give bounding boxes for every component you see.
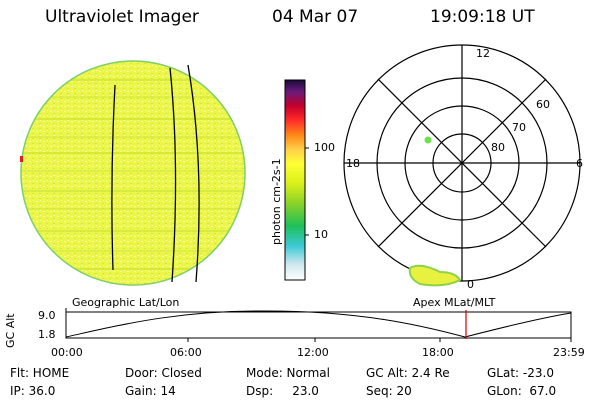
app-title: Ultraviolet Imager <box>45 7 199 27</box>
meridian-line <box>187 64 200 283</box>
colorbar-tick-100: 100 <box>314 141 335 154</box>
polar-label-top: 12 <box>476 47 490 60</box>
polar-plot <box>343 44 581 282</box>
x-tick-1200: 12:00 <box>297 346 329 359</box>
glon-info: GLon: 67.0 <box>487 384 557 398</box>
altitude-timeline <box>65 308 572 342</box>
ip-info: IP: 36.0 <box>10 384 56 398</box>
x-tick-1800: 18:00 <box>422 346 454 359</box>
door-info: Door: Closed <box>125 366 202 380</box>
gc-alt-axis-title: GC Alt <box>4 313 17 348</box>
polar-label-right: 6 <box>576 157 583 170</box>
polar-ring-70: 70 <box>512 121 526 134</box>
x-tick-2359: 23:59 <box>553 346 585 359</box>
polar-ring-80: 80 <box>491 141 505 154</box>
image-scan-stripes <box>21 79 245 270</box>
polar-label-bottom: 0 <box>467 278 474 291</box>
y-max-label: 9.0 <box>38 309 56 322</box>
colorbar-label: photon cm-2s-1 <box>270 158 283 245</box>
edge-marker <box>20 156 23 162</box>
gain-info: Gain: 14 <box>125 384 176 398</box>
dsp-info: Dsp: 23.0 <box>246 384 319 398</box>
meridian-line <box>169 67 177 283</box>
mode-info: Mode: Normal <box>246 366 330 380</box>
colorbar-tick-10: 10 <box>314 228 328 241</box>
polar-ring-60: 60 <box>536 98 550 111</box>
gc-alt-info: GC Alt: 2.4 Re <box>366 366 450 380</box>
colorbar <box>284 79 309 281</box>
time-label: 19:09:18 UT <box>430 7 535 27</box>
y-min-label: 1.8 <box>38 328 56 341</box>
geographic-label: Geographic Lat/Lon <box>72 296 180 309</box>
meridian-line <box>111 84 116 271</box>
x-tick-0600: 06:00 <box>170 346 202 359</box>
polar-label-left: 18 <box>346 157 360 170</box>
flt-info: Flt: HOME <box>10 366 70 380</box>
date-label: 04 Mar 07 <box>272 7 359 27</box>
seq-info: Seq: 20 <box>366 384 412 398</box>
aurora-spot <box>424 136 432 144</box>
glat-info: GLat: -23.0 <box>487 366 554 380</box>
x-tick-0000: 00:00 <box>51 346 83 359</box>
uv-earth-image <box>20 60 246 286</box>
aurora-patch <box>408 264 462 287</box>
apex-label: Apex MLat/MLT <box>413 296 496 309</box>
